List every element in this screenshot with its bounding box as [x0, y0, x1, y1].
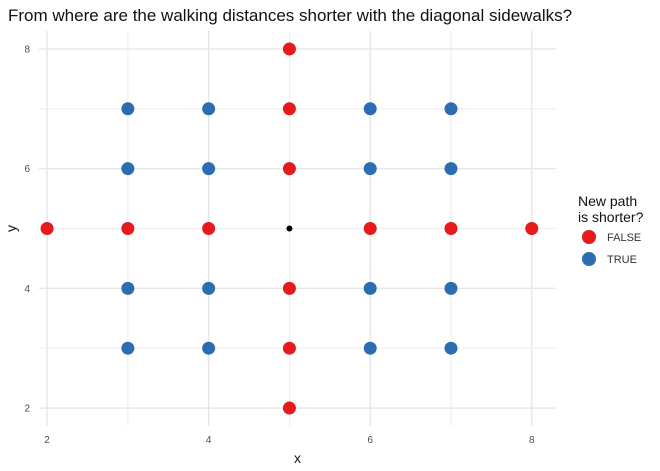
point-false — [121, 222, 135, 235]
point-false — [525, 222, 539, 235]
point-false — [363, 222, 377, 235]
point-true — [121, 102, 135, 116]
legend-swatch-true — [582, 252, 596, 266]
y-tick-label: 6 — [24, 164, 30, 175]
origin-point — [286, 225, 293, 232]
point-true — [363, 162, 377, 176]
point-true — [363, 281, 377, 295]
point-false — [282, 162, 296, 176]
point-false — [282, 102, 296, 116]
y-tick-label: 4 — [24, 284, 30, 295]
point-false — [282, 341, 296, 355]
point-true — [444, 341, 458, 355]
point-false — [282, 42, 296, 56]
point-false — [40, 222, 54, 235]
legend-title-line-1: New path — [578, 193, 637, 209]
legend: New path is shorter? FALSE TRUE — [578, 193, 644, 266]
point-true — [363, 341, 377, 355]
x-tick-label: 6 — [367, 435, 373, 446]
y-tick-label: 8 — [24, 44, 30, 55]
tick-labels: 2 4 6 8 2 4 6 8 — [24, 44, 535, 446]
legend-swatch-false — [582, 230, 596, 244]
legend-label-false: FALSE — [607, 232, 641, 244]
x-tick-label: 4 — [206, 435, 212, 446]
x-axis-title: x — [294, 450, 301, 466]
point-true — [363, 102, 377, 116]
y-axis-title: y — [3, 225, 19, 232]
point-true — [121, 281, 135, 295]
grid-lines — [39, 31, 556, 426]
point-true — [202, 281, 216, 295]
point-true — [121, 162, 135, 176]
y-tick-label: 2 — [24, 404, 30, 415]
point-true — [202, 162, 216, 176]
point-true — [444, 281, 458, 295]
point-true — [444, 162, 458, 176]
chart-title: From where are the walking distances sho… — [8, 6, 572, 25]
point-false — [202, 222, 216, 235]
point-true — [121, 341, 135, 355]
legend-title-line-2: is shorter? — [578, 209, 644, 225]
point-false — [282, 401, 296, 415]
point-false — [444, 222, 458, 235]
point-true — [444, 102, 458, 116]
data-points — [40, 42, 539, 415]
x-tick-label: 2 — [44, 435, 50, 446]
legend-label-true: TRUE — [607, 254, 637, 266]
x-tick-label: 8 — [529, 435, 535, 446]
point-false — [282, 281, 296, 295]
point-true — [202, 102, 216, 116]
point-true — [202, 341, 216, 355]
